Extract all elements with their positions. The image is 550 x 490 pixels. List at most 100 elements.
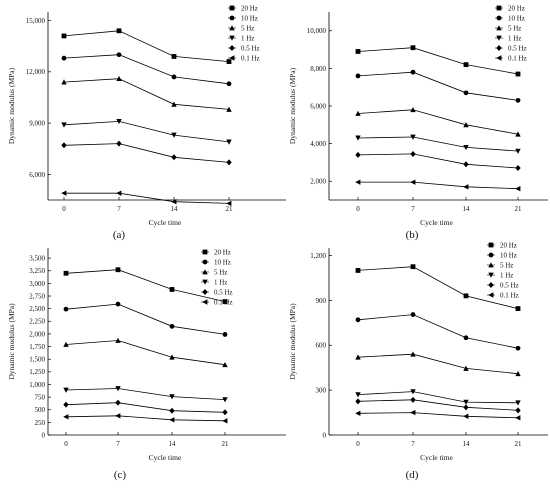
- data-point-marker: [169, 407, 175, 414]
- legend-marker: [229, 5, 235, 11]
- series-line: [65, 269, 226, 302]
- data-point-marker: [116, 28, 122, 34]
- series-line: [64, 192, 230, 204]
- x-tick-label: 7: [411, 440, 415, 448]
- legend-label: 20 Hz: [241, 4, 258, 12]
- data-point-marker: [355, 410, 361, 417]
- y-tick-label: 6,000: [29, 171, 45, 179]
- legend-label: 5 Hz: [214, 268, 227, 276]
- data-point-marker: [355, 268, 361, 273]
- series-line: [65, 303, 226, 335]
- data-point-marker: [222, 397, 228, 403]
- x-tick-label: 21: [226, 205, 234, 213]
- legend-marker: [229, 25, 235, 31]
- y-tick-label: 4,000: [310, 140, 326, 148]
- y-tick-label: 3,000: [29, 280, 45, 288]
- chart-panel: 6,000 9,000 12,000 15,000 0 7 14 21 Cycle time Dy…: [7, 4, 286, 241]
- data-point-marker: [410, 69, 416, 75]
- data-point-marker: [463, 365, 469, 371]
- y-tick-label: 0: [42, 431, 46, 439]
- legend-label: 10 Hz: [241, 14, 258, 22]
- data-point-marker: [222, 409, 228, 416]
- x-axis-title: Cycle time: [420, 453, 453, 462]
- legend-label: 0.1 Hz: [214, 298, 233, 306]
- x-tick-label: 0: [356, 205, 360, 213]
- series-line: [63, 143, 230, 163]
- legend-label: 10 Hz: [214, 258, 231, 266]
- legend-marker: [496, 45, 502, 51]
- legend-marker: [202, 249, 208, 255]
- data-point-marker: [355, 317, 361, 323]
- series-line: [357, 314, 519, 349]
- x-axis-title: Cycle time: [149, 218, 182, 227]
- x-tick-label: 21: [222, 440, 230, 448]
- y-tick-label: 9,000: [29, 119, 45, 127]
- data-point-marker: [169, 417, 175, 423]
- legend-marker: [496, 15, 502, 21]
- data-point-marker: [515, 71, 521, 77]
- data-point-marker: [171, 74, 177, 80]
- x-tick-label: 14: [463, 440, 471, 448]
- legend-marker: [496, 5, 502, 11]
- y-tick-label: 10,000: [307, 27, 327, 35]
- series-line: [357, 71, 519, 101]
- data-point-marker: [115, 301, 121, 307]
- data-point-marker: [61, 55, 67, 61]
- data-point-marker: [355, 179, 361, 185]
- series-line: [357, 153, 519, 169]
- data-point-marker: [226, 200, 232, 207]
- data-point-marker: [463, 293, 469, 299]
- data-point-marker: [355, 135, 361, 141]
- x-tick-label: 14: [171, 205, 179, 213]
- legend-label: 20 Hz: [214, 248, 231, 256]
- data-point-marker: [226, 139, 232, 145]
- y-tick-label: 3,250: [29, 267, 45, 275]
- data-point-marker: [63, 306, 69, 312]
- legend-marker: [488, 242, 494, 248]
- series-line: [63, 78, 230, 110]
- x-tick-label: 21: [515, 205, 523, 213]
- x-axis-title: Cycle time: [420, 218, 453, 227]
- y-tick-label: 15,000: [26, 17, 46, 25]
- data-point-marker: [226, 159, 232, 166]
- data-point-marker: [116, 118, 122, 125]
- legend-label: 20 Hz: [508, 4, 525, 12]
- x-tick-label: 21: [515, 440, 523, 448]
- y-tick-label: 1,750: [29, 343, 45, 351]
- y-tick-label: 750: [35, 393, 46, 401]
- series-line: [63, 120, 230, 143]
- data-point-marker: [63, 387, 69, 393]
- y-tick-label: 600: [316, 342, 327, 350]
- legend-marker: [496, 35, 502, 41]
- data-point-marker: [355, 354, 361, 360]
- x-tick-label: 14: [169, 440, 177, 448]
- legend-marker: [202, 259, 208, 265]
- y-tick-label: 0: [323, 431, 327, 439]
- data-point-marker: [355, 392, 361, 398]
- x-tick-label: 7: [116, 440, 120, 448]
- data-point-marker: [169, 287, 175, 292]
- y-tick-label: 250: [35, 419, 46, 427]
- y-tick-label: 900: [316, 297, 327, 305]
- legend-label: 0.5 Hz: [500, 281, 519, 289]
- data-point-marker: [515, 407, 521, 414]
- legend-marker: [488, 282, 494, 288]
- legend-label: 1 Hz: [508, 34, 521, 42]
- data-point-marker: [226, 59, 232, 64]
- y-tick-label: 2,000: [29, 330, 45, 338]
- data-point-marker: [463, 413, 469, 419]
- legend-marker: [202, 299, 208, 305]
- data-point-marker: [61, 122, 67, 128]
- legend-label: 0.1 Hz: [500, 291, 519, 299]
- data-point-marker: [61, 79, 67, 85]
- data-point-marker: [410, 134, 416, 140]
- y-axis-title: Dynamic modulus (MPa): [7, 67, 16, 144]
- data-point-marker: [171, 199, 177, 205]
- data-point-marker: [410, 409, 416, 416]
- data-point-marker: [355, 151, 361, 158]
- data-point-marker: [226, 106, 232, 112]
- data-point-marker: [410, 150, 416, 157]
- legend-label: 5 Hz: [508, 24, 521, 32]
- data-point-marker: [515, 306, 521, 311]
- y-tick-label: 2,500: [29, 305, 45, 313]
